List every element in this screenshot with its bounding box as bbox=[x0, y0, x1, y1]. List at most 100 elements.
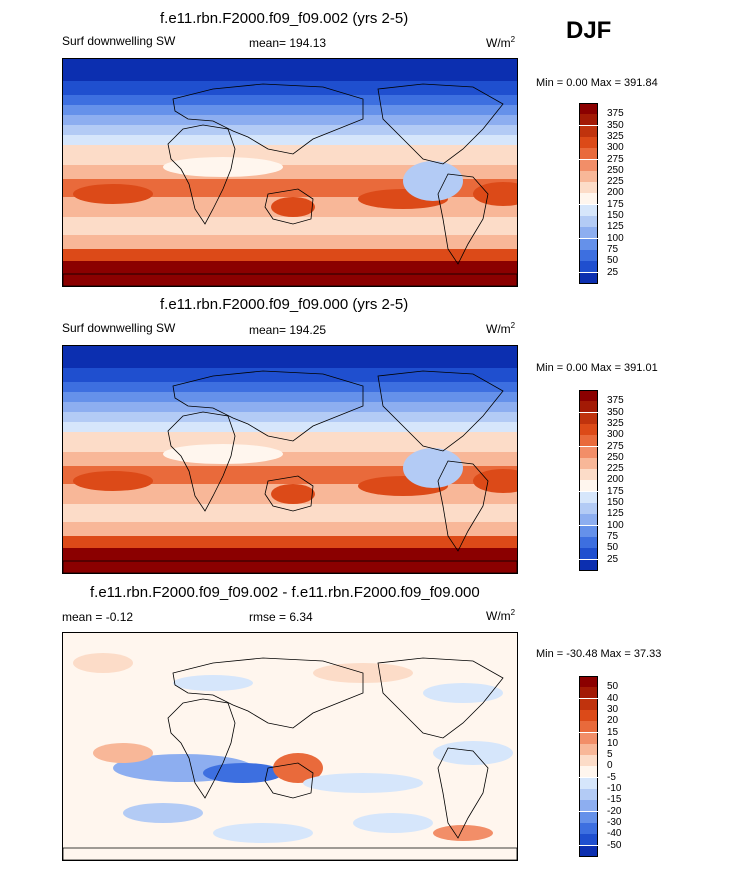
colorbar-label: 10 bbox=[607, 737, 619, 749]
colorbar-swatch bbox=[579, 238, 598, 250]
map-band bbox=[63, 145, 517, 165]
map-feature bbox=[271, 484, 315, 504]
colorbar-label: 0 bbox=[607, 760, 613, 772]
map-band bbox=[63, 346, 517, 368]
panel-1-units: W/m2 bbox=[486, 35, 515, 50]
colorbar-swatch bbox=[579, 446, 598, 458]
panel-1-map-svg bbox=[63, 59, 517, 286]
colorbar-label: 325 bbox=[607, 130, 624, 142]
colorbar-swatch bbox=[579, 114, 598, 126]
colorbar-swatch bbox=[579, 548, 598, 560]
colorbar-label: -5 bbox=[607, 771, 616, 783]
colorbar-swatch bbox=[579, 390, 598, 401]
colorbar-label: 25 bbox=[607, 553, 619, 565]
coastline bbox=[437, 747, 489, 839]
colorbar-swatch bbox=[579, 732, 598, 744]
panel-1-minmax: Min = 0.00 Max = 391.84 bbox=[536, 77, 658, 89]
coastline bbox=[167, 698, 236, 799]
panel-2-variable-label: Surf downwelling SW bbox=[62, 321, 176, 335]
panel-2-mean: mean= 194.25 bbox=[249, 323, 326, 337]
map-band bbox=[63, 422, 517, 432]
colorbar-label: 225 bbox=[607, 176, 624, 188]
map-feature bbox=[353, 813, 433, 833]
panel-3-units: W/m2 bbox=[486, 608, 515, 623]
panel-3-units-sup: 2 bbox=[510, 608, 516, 617]
colorbar-label: 225 bbox=[607, 463, 624, 475]
map-feature bbox=[93, 743, 153, 763]
colorbar-swatch bbox=[579, 845, 598, 857]
colorbar-swatch bbox=[579, 249, 598, 261]
colorbar-label: 50 bbox=[607, 681, 619, 693]
map-band bbox=[63, 95, 517, 105]
colorbar-swatch bbox=[579, 822, 598, 834]
colorbar-label: 75 bbox=[607, 530, 619, 542]
colorbar-swatch bbox=[579, 743, 598, 755]
colorbar-swatch bbox=[579, 676, 598, 687]
panel-3-mean: mean = -0.12 bbox=[62, 610, 134, 624]
map-band bbox=[63, 115, 517, 125]
panel-3-rmse-value: 6.34 bbox=[289, 610, 313, 624]
map-band bbox=[63, 412, 517, 422]
panel-2-map bbox=[62, 345, 518, 574]
colorbar-label: -10 bbox=[607, 783, 622, 794]
colorbar-label: 325 bbox=[607, 417, 624, 429]
colorbar-label: 150 bbox=[607, 497, 624, 508]
coastline bbox=[264, 762, 314, 799]
map-band bbox=[63, 368, 517, 382]
panel-2-units-sup: 2 bbox=[510, 321, 516, 330]
panel-1-mean: mean= 194.13 bbox=[249, 36, 326, 50]
colorbar-label: 200 bbox=[607, 187, 624, 199]
colorbar-label: 15 bbox=[607, 726, 619, 738]
colorbar-label: -20 bbox=[607, 805, 622, 817]
colorbar-swatch bbox=[579, 536, 598, 548]
coastline bbox=[167, 411, 236, 512]
map-band bbox=[63, 522, 517, 536]
panel-3-minmax: Min = -30.48 Max = 37.33 bbox=[536, 648, 662, 660]
coastline bbox=[63, 273, 517, 286]
panel-1-mean-value: 194.13 bbox=[289, 36, 327, 50]
coastline bbox=[172, 657, 364, 729]
panel-1-units-sup: 2 bbox=[510, 35, 516, 44]
panel-3-units-text: W/m bbox=[486, 609, 511, 623]
colorbar-swatch bbox=[579, 777, 598, 789]
map-feature bbox=[271, 197, 315, 217]
colorbar-label: 250 bbox=[607, 164, 624, 176]
map-band bbox=[63, 432, 517, 452]
coastline bbox=[377, 657, 504, 739]
colorbar-label: 300 bbox=[607, 142, 624, 154]
colorbar-label: 275 bbox=[607, 440, 624, 452]
panel-3-title: f.e11.rbn.F2000.f09_f09.002 - f.e11.rbn.… bbox=[90, 584, 480, 601]
coastline bbox=[264, 475, 314, 512]
colorbar-label: 100 bbox=[607, 232, 624, 244]
coastline bbox=[264, 188, 314, 225]
colorbar-label: -30 bbox=[607, 816, 622, 828]
panel-3-rmse-label: rmse = bbox=[249, 610, 287, 624]
colorbar-label: 275 bbox=[607, 153, 624, 165]
colorbar-label: 50 bbox=[607, 255, 619, 267]
map-band bbox=[63, 392, 517, 402]
colorbar-swatch bbox=[579, 800, 598, 812]
map-feature bbox=[73, 184, 153, 204]
panel-1-variable-label: Surf downwelling SW bbox=[62, 34, 176, 48]
colorbar-label: 50 bbox=[607, 542, 619, 554]
colorbar-swatch bbox=[579, 125, 598, 137]
colorbar-label: -15 bbox=[607, 794, 622, 806]
map-feature bbox=[163, 444, 283, 464]
colorbar-swatch bbox=[579, 159, 598, 171]
colorbar-label: 175 bbox=[607, 198, 624, 210]
panel-2-map-svg bbox=[63, 346, 517, 573]
colorbar-swatch bbox=[579, 789, 598, 800]
panel-2-units: W/m2 bbox=[486, 321, 515, 336]
colorbar-swatch bbox=[579, 261, 598, 273]
colorbar-swatch bbox=[579, 503, 598, 514]
colorbar-swatch bbox=[579, 136, 598, 148]
colorbar-label: 40 bbox=[607, 692, 619, 704]
coastline bbox=[437, 173, 489, 265]
colorbar-swatch bbox=[579, 525, 598, 537]
panel-3-map bbox=[62, 632, 518, 861]
map-band bbox=[63, 249, 517, 261]
map-feature bbox=[163, 157, 283, 177]
coastline bbox=[377, 370, 504, 452]
map-feature bbox=[123, 803, 203, 823]
colorbar-swatch bbox=[579, 216, 598, 227]
